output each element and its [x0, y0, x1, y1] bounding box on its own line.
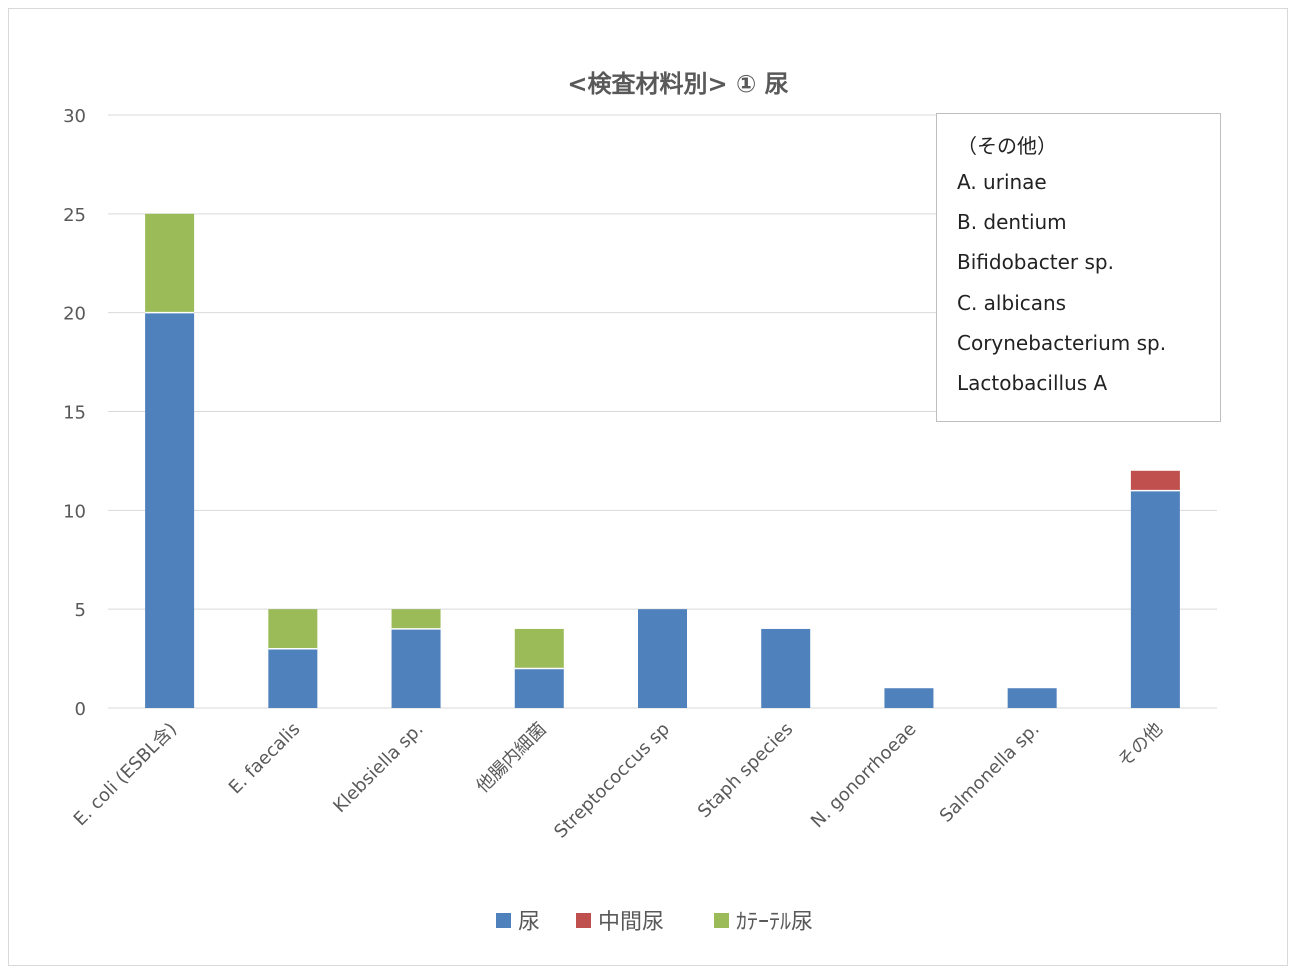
- bar-segment: [145, 213, 195, 313]
- bar-segment: [1130, 490, 1180, 708]
- note-item: B. dentium: [957, 210, 1067, 234]
- bar-segment: [391, 609, 441, 629]
- note-item: Lactobacillus A: [957, 371, 1108, 395]
- bar-segment: [391, 628, 441, 708]
- bars: [145, 213, 1180, 708]
- x-tick-label: Streptococcus sp: [550, 719, 674, 843]
- x-tick-label: Salmonella sp.: [936, 719, 1044, 827]
- y-tick-label: 0: [75, 699, 86, 720]
- note-item: Bifidobacter sp.: [957, 250, 1114, 274]
- y-tick-label: 25: [63, 205, 86, 226]
- bar-segment: [1130, 470, 1180, 491]
- bar-segment: [268, 609, 318, 649]
- y-tick-label: 5: [75, 600, 86, 621]
- bar-segment: [514, 668, 564, 708]
- x-tick-label: その他: [1114, 719, 1167, 772]
- legend-swatch: [496, 913, 511, 928]
- bar-segment: [761, 628, 811, 708]
- legend-swatch: [714, 913, 729, 928]
- y-axis-ticks: 0 5 10 15 20 25 30: [63, 106, 86, 720]
- x-tick-label: 他腸内細菌: [472, 719, 550, 797]
- y-tick-label: 15: [63, 403, 86, 424]
- y-tick-label: 10: [63, 501, 86, 522]
- note-item: C. albicans: [957, 291, 1067, 315]
- bar-segment: [884, 688, 934, 708]
- y-tick-label: 30: [63, 106, 86, 127]
- legend: 尿 中間尿 ｶﾃｰﾃﾙ尿: [496, 910, 813, 935]
- note-heading: （その他）: [957, 134, 1057, 158]
- x-tick-label: E. coli (ESBL含): [70, 719, 181, 830]
- note-item: A. urinae: [957, 170, 1047, 194]
- x-tick-label: Staph species: [694, 719, 797, 822]
- legend-swatch: [576, 913, 591, 928]
- bar-segment: [145, 312, 195, 708]
- bar-segment: [1007, 688, 1057, 708]
- legend-label: 尿: [518, 910, 540, 935]
- bar-segment: [638, 609, 687, 708]
- x-tick-label: Klebsiella sp.: [329, 719, 427, 817]
- x-tick-label: E. faecalis: [225, 719, 305, 799]
- legend-label: 中間尿: [598, 910, 664, 935]
- legend-label: ｶﾃｰﾃﾙ尿: [736, 910, 813, 935]
- bar-segment: [514, 628, 564, 669]
- x-axis-ticks: E. coli (ESBL含) E. faecalis Klebsiella sp.…: [70, 719, 1167, 843]
- note-item: Corynebacterium sp.: [957, 331, 1167, 355]
- x-tick-label: N. gonorrhoeae: [807, 719, 921, 833]
- other-species-note: （その他） A. urinae B. dentium Bifidobacter …: [936, 113, 1221, 422]
- bar-segment: [268, 648, 318, 708]
- y-tick-label: 20: [63, 304, 86, 325]
- chart-title: <検査材料別> ① 尿: [567, 70, 788, 98]
